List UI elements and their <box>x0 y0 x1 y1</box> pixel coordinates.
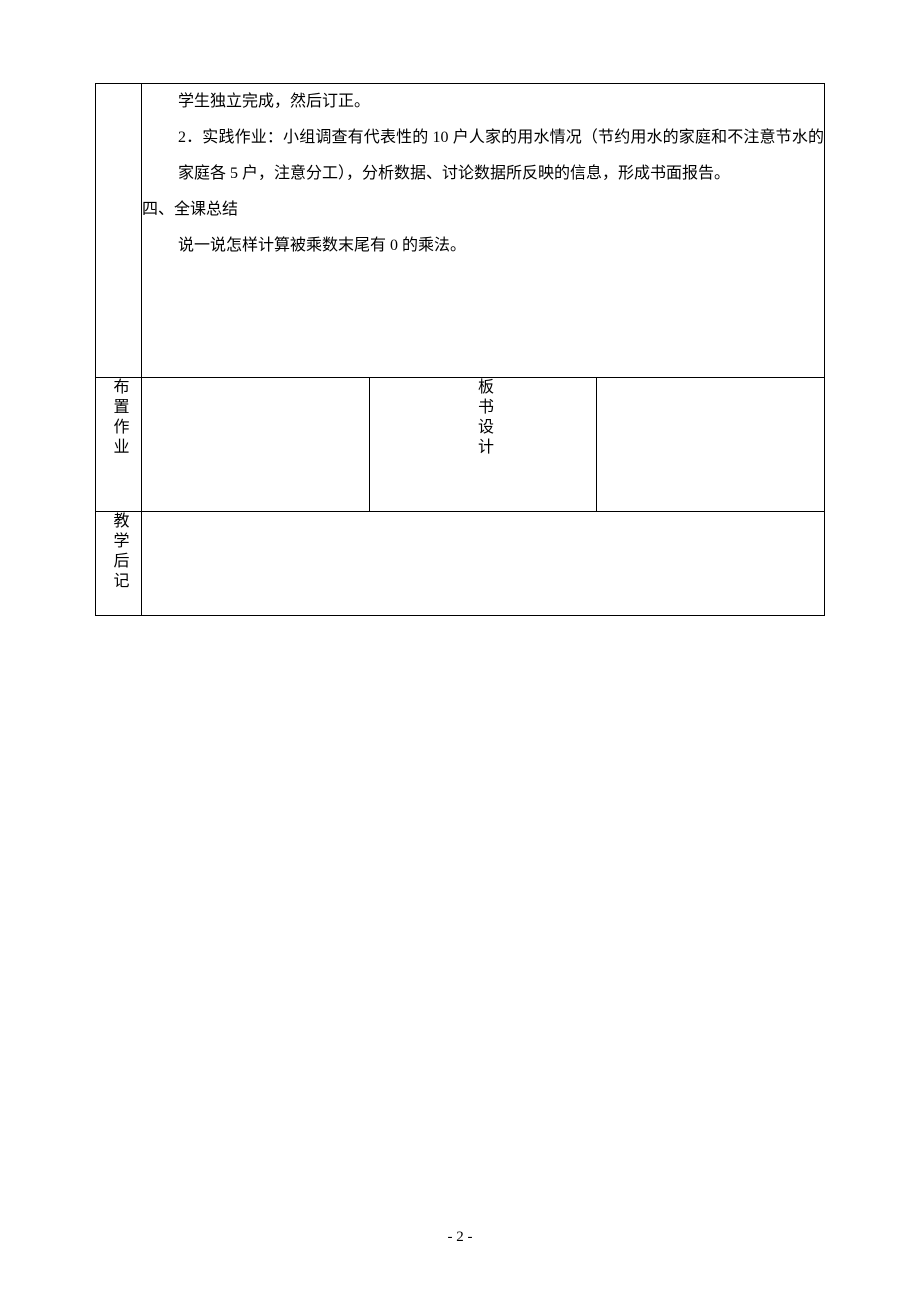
board-label-cell: 板书设计 <box>369 378 597 512</box>
section-heading: 四、全课总结 <box>142 192 824 228</box>
content-line: 说一说怎样计算被乘数末尾有 0 的乘法。 <box>178 228 824 264</box>
homework-label-cell: 布置作业 <box>96 378 142 512</box>
table-row: 学生独立完成，然后订正。 2．实践作业：小组调查有代表性的 10 户人家的用水情… <box>96 84 825 378</box>
table-row: 布置作业 板书设计 <box>96 378 825 512</box>
board-label: 板书设计 <box>471 378 495 458</box>
content-line: 学生独立完成，然后订正。 <box>178 84 824 120</box>
page-number: - 2 - <box>0 1229 920 1246</box>
notes-label-cell: 教学后记 <box>96 512 142 616</box>
row1-content-cell: 学生独立完成，然后订正。 2．实践作业：小组调查有代表性的 10 户人家的用水情… <box>142 84 825 378</box>
lesson-plan-table: 学生独立完成，然后订正。 2．实践作业：小组调查有代表性的 10 户人家的用水情… <box>95 83 825 616</box>
page-container: 学生独立完成，然后订正。 2．实践作业：小组调查有代表性的 10 户人家的用水情… <box>0 0 920 616</box>
board-content-cell <box>597 378 825 512</box>
notes-label: 教学后记 <box>107 512 131 592</box>
homework-content-cell <box>142 378 370 512</box>
row1-label-cell <box>96 84 142 378</box>
notes-content-cell <box>142 512 825 616</box>
content-line: 2．实践作业：小组调查有代表性的 10 户人家的用水情况（节约用水的家庭和不注意… <box>178 120 824 192</box>
homework-label: 布置作业 <box>107 378 131 458</box>
table-row: 教学后记 <box>96 512 825 616</box>
